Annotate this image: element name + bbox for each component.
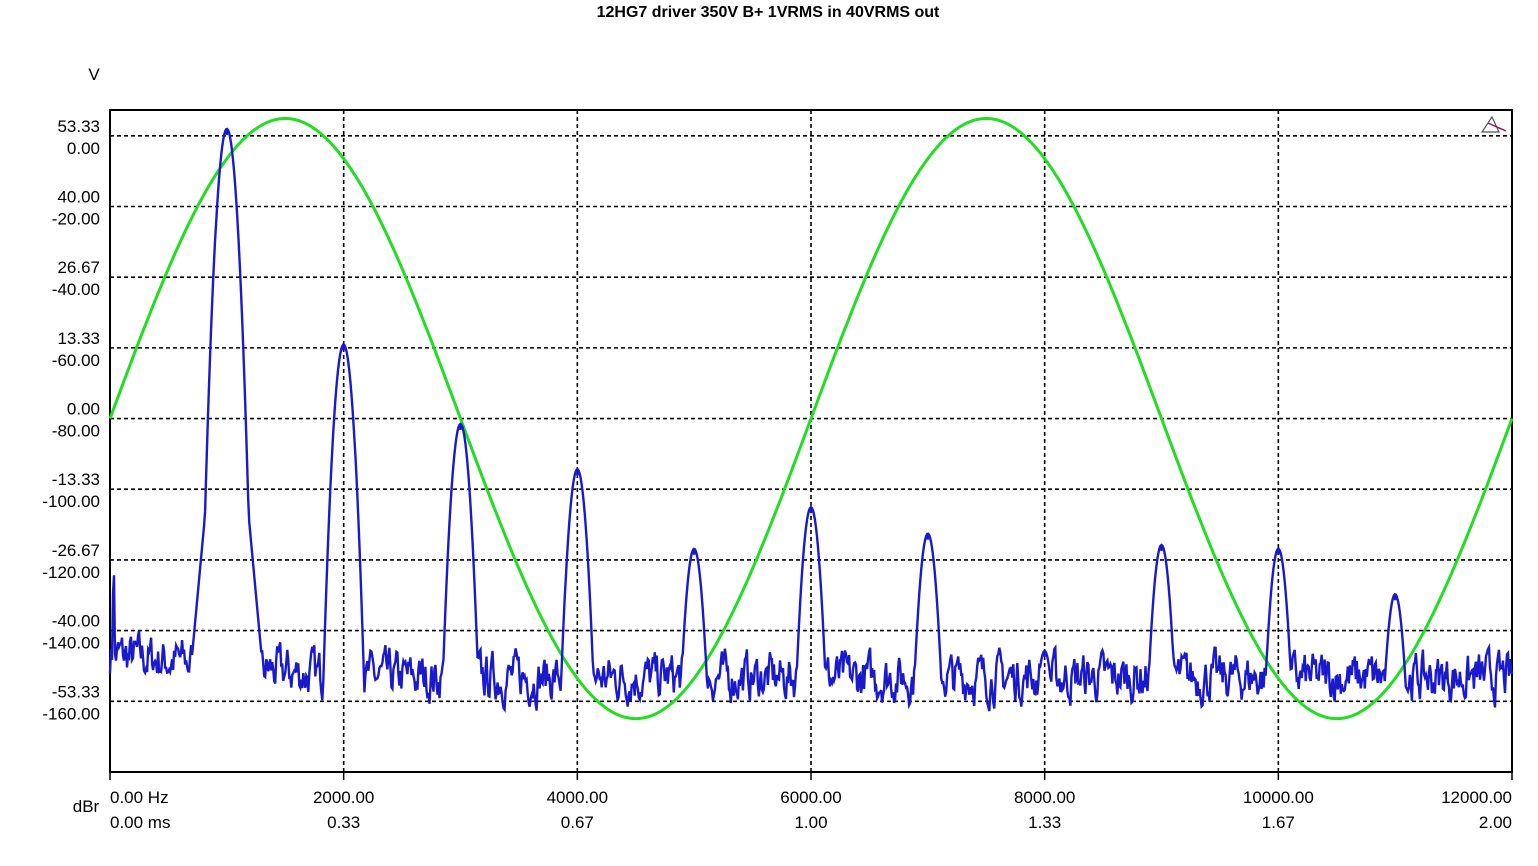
frequency-tick-label: 4000.00 xyxy=(547,788,608,807)
frequency-tick-label: 12000.00 xyxy=(1441,788,1512,807)
time-tick-label: 0.00 ms xyxy=(110,813,170,832)
time-tick-label: 1.00 xyxy=(794,813,827,832)
voltage-tick-label: 40.00 xyxy=(57,187,100,206)
time-tick-label: 1.67 xyxy=(1262,813,1295,832)
chart-title: 12HG7 driver 350V B+ 1VRMS in 40VRMS out xyxy=(597,4,940,21)
dbr-tick-label: -80.00 xyxy=(52,422,100,441)
time-axis: 0.00 ms 0.33 0.67 1.00 1.33 1.67 2.00 xyxy=(110,813,1512,832)
dbr-tick-label: -60.00 xyxy=(52,351,100,370)
dbr-tick-label: -40.00 xyxy=(52,280,100,299)
frequency-tick-label: 8000.00 xyxy=(1014,788,1075,807)
voltage-tick-label: -26.67 xyxy=(52,541,100,560)
dbr-tick-label: -20.00 xyxy=(52,209,100,228)
time-tick-label: 0.67 xyxy=(561,813,594,832)
voltage-tick-label: -13.33 xyxy=(52,470,100,489)
frequency-tick-label: 2000.00 xyxy=(313,788,374,807)
voltage-tick-label: 26.67 xyxy=(57,258,100,277)
voltage-tick-label: 13.33 xyxy=(57,329,100,348)
time-tick-label: 2.00 xyxy=(1479,813,1512,832)
y-unit-label: V xyxy=(88,65,100,84)
dbr-tick-label: -120.00 xyxy=(42,563,100,582)
frequency-tick-label: 6000.00 xyxy=(780,788,841,807)
frequency-axis: 0.00 Hz 2000.00 4000.00 6000.00 8000.00 10000… xyxy=(109,772,1513,807)
dbr-tick-label: 0.00 xyxy=(67,139,100,158)
time-tick-label: 0.33 xyxy=(327,813,360,832)
voltage-axis: 53.33 40.00 26.67 13.33 0.00 -13.33 -26.67 -40.… xyxy=(52,117,100,701)
voltage-tick-label: 53.33 xyxy=(57,117,100,136)
dbr-tick-label: -100.00 xyxy=(42,492,100,511)
harmonic-peaks xyxy=(225,128,1397,657)
x-unit-label: dBr xyxy=(73,797,100,816)
voltage-tick-label: 0.00 xyxy=(67,400,100,419)
frequency-tick-label: 0.00 Hz xyxy=(110,788,169,807)
time-tick-label: 1.33 xyxy=(1028,813,1061,832)
cursor-triangle-icon xyxy=(1480,115,1507,133)
frequency-tick-label: 10000.00 xyxy=(1243,788,1314,807)
sine-series-line xyxy=(108,117,1514,721)
dbr-tick-label: -160.00 xyxy=(42,704,100,723)
dbr-axis: 0.00 -20.00 -40.00 -60.00 -80.00 -100.00 -120.… xyxy=(42,139,100,723)
dbr-tick-label: -140.00 xyxy=(42,634,100,653)
voltage-tick-label: -40.00 xyxy=(52,612,100,631)
voltage-tick-label: -53.33 xyxy=(52,682,100,701)
